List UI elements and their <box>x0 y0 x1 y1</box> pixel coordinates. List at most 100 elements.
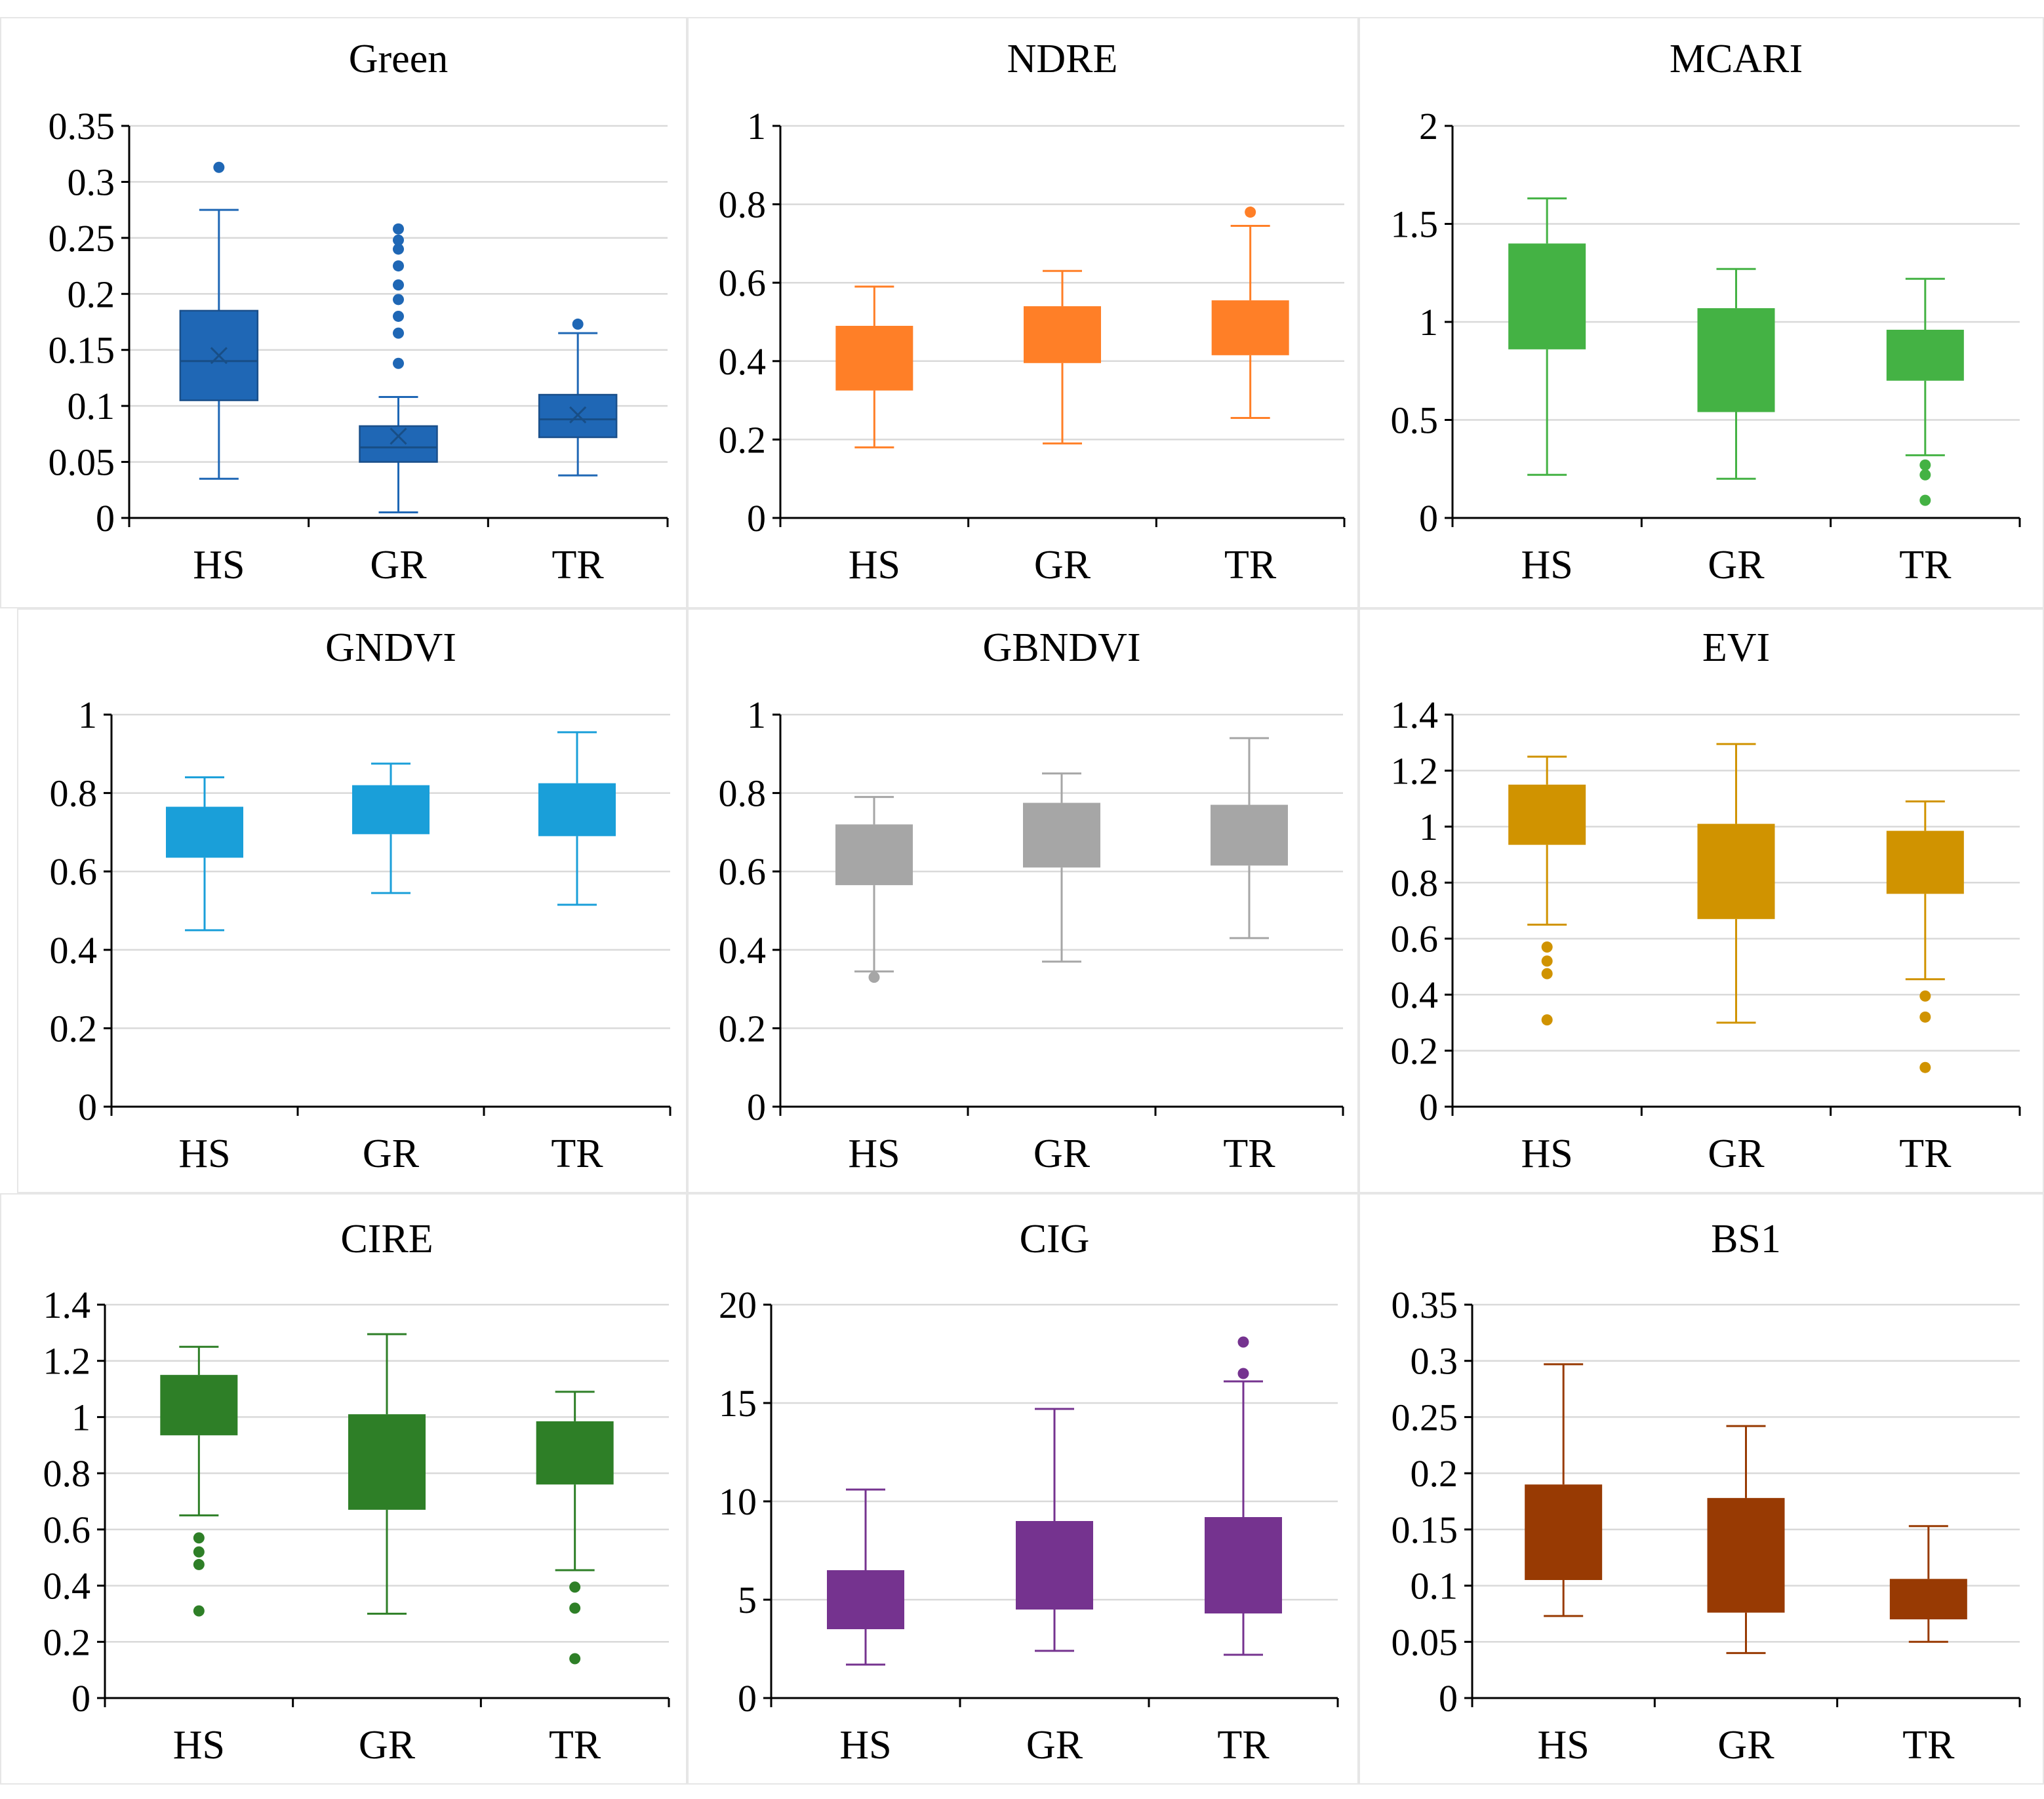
iqr-box <box>1886 329 1964 381</box>
y-tick-label: 0.8 <box>719 184 767 226</box>
y-tick-label: 0.15 <box>1392 1509 1458 1551</box>
iqr-box <box>835 824 913 886</box>
chart-title: GNDVI <box>325 625 456 670</box>
x-tick-label: HS <box>1521 1132 1573 1176</box>
y-tick-label: 0.4 <box>1391 974 1439 1016</box>
y-tick-label: 0.4 <box>50 929 98 972</box>
y-tick-label: 0.2 <box>1391 1030 1439 1073</box>
y-tick-label: 0.6 <box>719 262 767 304</box>
box-hs <box>1525 1363 1603 1617</box>
y-tick-label: 0.05 <box>49 441 115 484</box>
iqr-box <box>538 783 616 837</box>
outlier-point <box>1919 1061 1931 1073</box>
y-tick-label: 0.2 <box>50 1007 98 1050</box>
box-gr <box>1707 1425 1785 1654</box>
y-tick-label: 0 <box>1419 1086 1438 1128</box>
y-tick-label: 0.25 <box>1392 1396 1458 1438</box>
outlier-point <box>1919 990 1931 1002</box>
x-tick-label: HS <box>193 543 245 587</box>
y-tick-label: 1 <box>1419 301 1438 344</box>
panel-gndvi <box>17 608 687 1193</box>
x-tick-label: HS <box>839 1723 891 1768</box>
iqr-box <box>1697 823 1775 919</box>
x-tick-label: GR <box>370 543 427 587</box>
box-tr <box>536 1391 614 1665</box>
outlier-point <box>1541 941 1553 953</box>
y-tick-label: 0.6 <box>719 850 767 893</box>
y-tick-label: 0.2 <box>719 418 767 461</box>
y-tick-label: 1.5 <box>1391 203 1439 246</box>
x-tick-label: HS <box>1538 1723 1590 1768</box>
y-tick-label: 0 <box>747 497 766 540</box>
y-tick-label: 1.2 <box>43 1340 91 1383</box>
y-tick-label: 0.3 <box>68 161 115 203</box>
outlier-point <box>213 161 225 173</box>
y-tick-label: 0 <box>78 1086 97 1128</box>
box-gr <box>1697 743 1775 1024</box>
box-gr <box>352 762 430 894</box>
box-hs <box>827 1488 904 1666</box>
y-tick-label: 0 <box>738 1677 757 1720</box>
x-tick-label: TR <box>551 1132 603 1176</box>
box-hs <box>1508 197 1586 476</box>
x-tick-label: TR <box>1899 1132 1952 1176</box>
box-tr <box>1889 1525 1967 1643</box>
y-tick-label: 0 <box>96 497 115 540</box>
y-tick-label: 1.4 <box>1391 694 1439 736</box>
x-tick-label: TR <box>1224 543 1277 587</box>
iqr-box <box>166 806 243 858</box>
box-hs <box>835 796 913 983</box>
outlier-point <box>569 1602 581 1614</box>
mean-marker <box>569 406 587 424</box>
y-tick-label: 0.2 <box>43 1621 91 1663</box>
iqr-box <box>1205 1517 1282 1613</box>
box-hs <box>166 776 243 932</box>
x-tick-label: GR <box>363 1132 420 1176</box>
y-tick-label: 0.8 <box>1391 861 1439 904</box>
y-tick-label: 0.05 <box>1392 1621 1458 1663</box>
box-hs <box>1508 755 1586 1026</box>
chart-green: Green 0 0.05 0.1 0.15 0.2 0.25 0.3 0.35 HS GR TR <box>49 37 669 587</box>
chart-title: NDRE <box>1007 37 1118 81</box>
iqr-box <box>1016 1521 1093 1610</box>
box-tr <box>1886 277 1964 506</box>
outlier-point <box>393 260 404 272</box>
box-gr <box>348 1333 426 1615</box>
chart-ndre: NDRE 0 0.2 0.4 0.6 0.8 1 HS GR TR <box>719 37 1346 587</box>
outlier-point <box>1245 207 1256 218</box>
y-tick-label: 0.6 <box>50 850 98 893</box>
y-tick-label: 0.8 <box>43 1452 91 1495</box>
outlier-point <box>1919 494 1931 506</box>
outlier-point <box>193 1532 205 1544</box>
outlier-point <box>393 327 404 339</box>
iqr-box <box>348 1414 426 1510</box>
x-tick-label: TR <box>1217 1723 1270 1768</box>
iqr-box <box>359 425 438 463</box>
box-tr <box>538 318 618 477</box>
chart-gbndvi: GBNDVI 0 0.2 0.4 0.6 0.8 1 HS GR TR <box>719 625 1344 1176</box>
outlier-point <box>193 1558 205 1570</box>
y-tick-label: 0 <box>1419 497 1438 540</box>
chart-title: BS1 <box>1711 1217 1781 1261</box>
iqr-box <box>1211 804 1288 866</box>
box-hs <box>179 161 259 480</box>
y-tick-label: 0.1 <box>1411 1565 1458 1608</box>
x-tick-label: TR <box>1902 1723 1955 1768</box>
outlier-point <box>1237 1336 1249 1348</box>
iqr-box <box>827 1570 904 1629</box>
outlier-point <box>868 972 880 983</box>
x-tick-label: GR <box>1708 543 1765 587</box>
box-hs <box>160 1345 238 1617</box>
x-tick-label: GR <box>1717 1723 1774 1768</box>
y-tick-label: 0 <box>71 1677 90 1720</box>
chart-title: EVI <box>1702 625 1770 670</box>
y-tick-label: 0 <box>747 1086 766 1128</box>
outlier-point <box>393 357 404 369</box>
iqr-box <box>1508 784 1586 845</box>
y-tick-label: 0.4 <box>719 929 767 972</box>
box-gr <box>1024 269 1101 445</box>
y-tick-label: 0.2 <box>719 1007 767 1050</box>
y-tick-label: 1 <box>78 694 97 736</box>
